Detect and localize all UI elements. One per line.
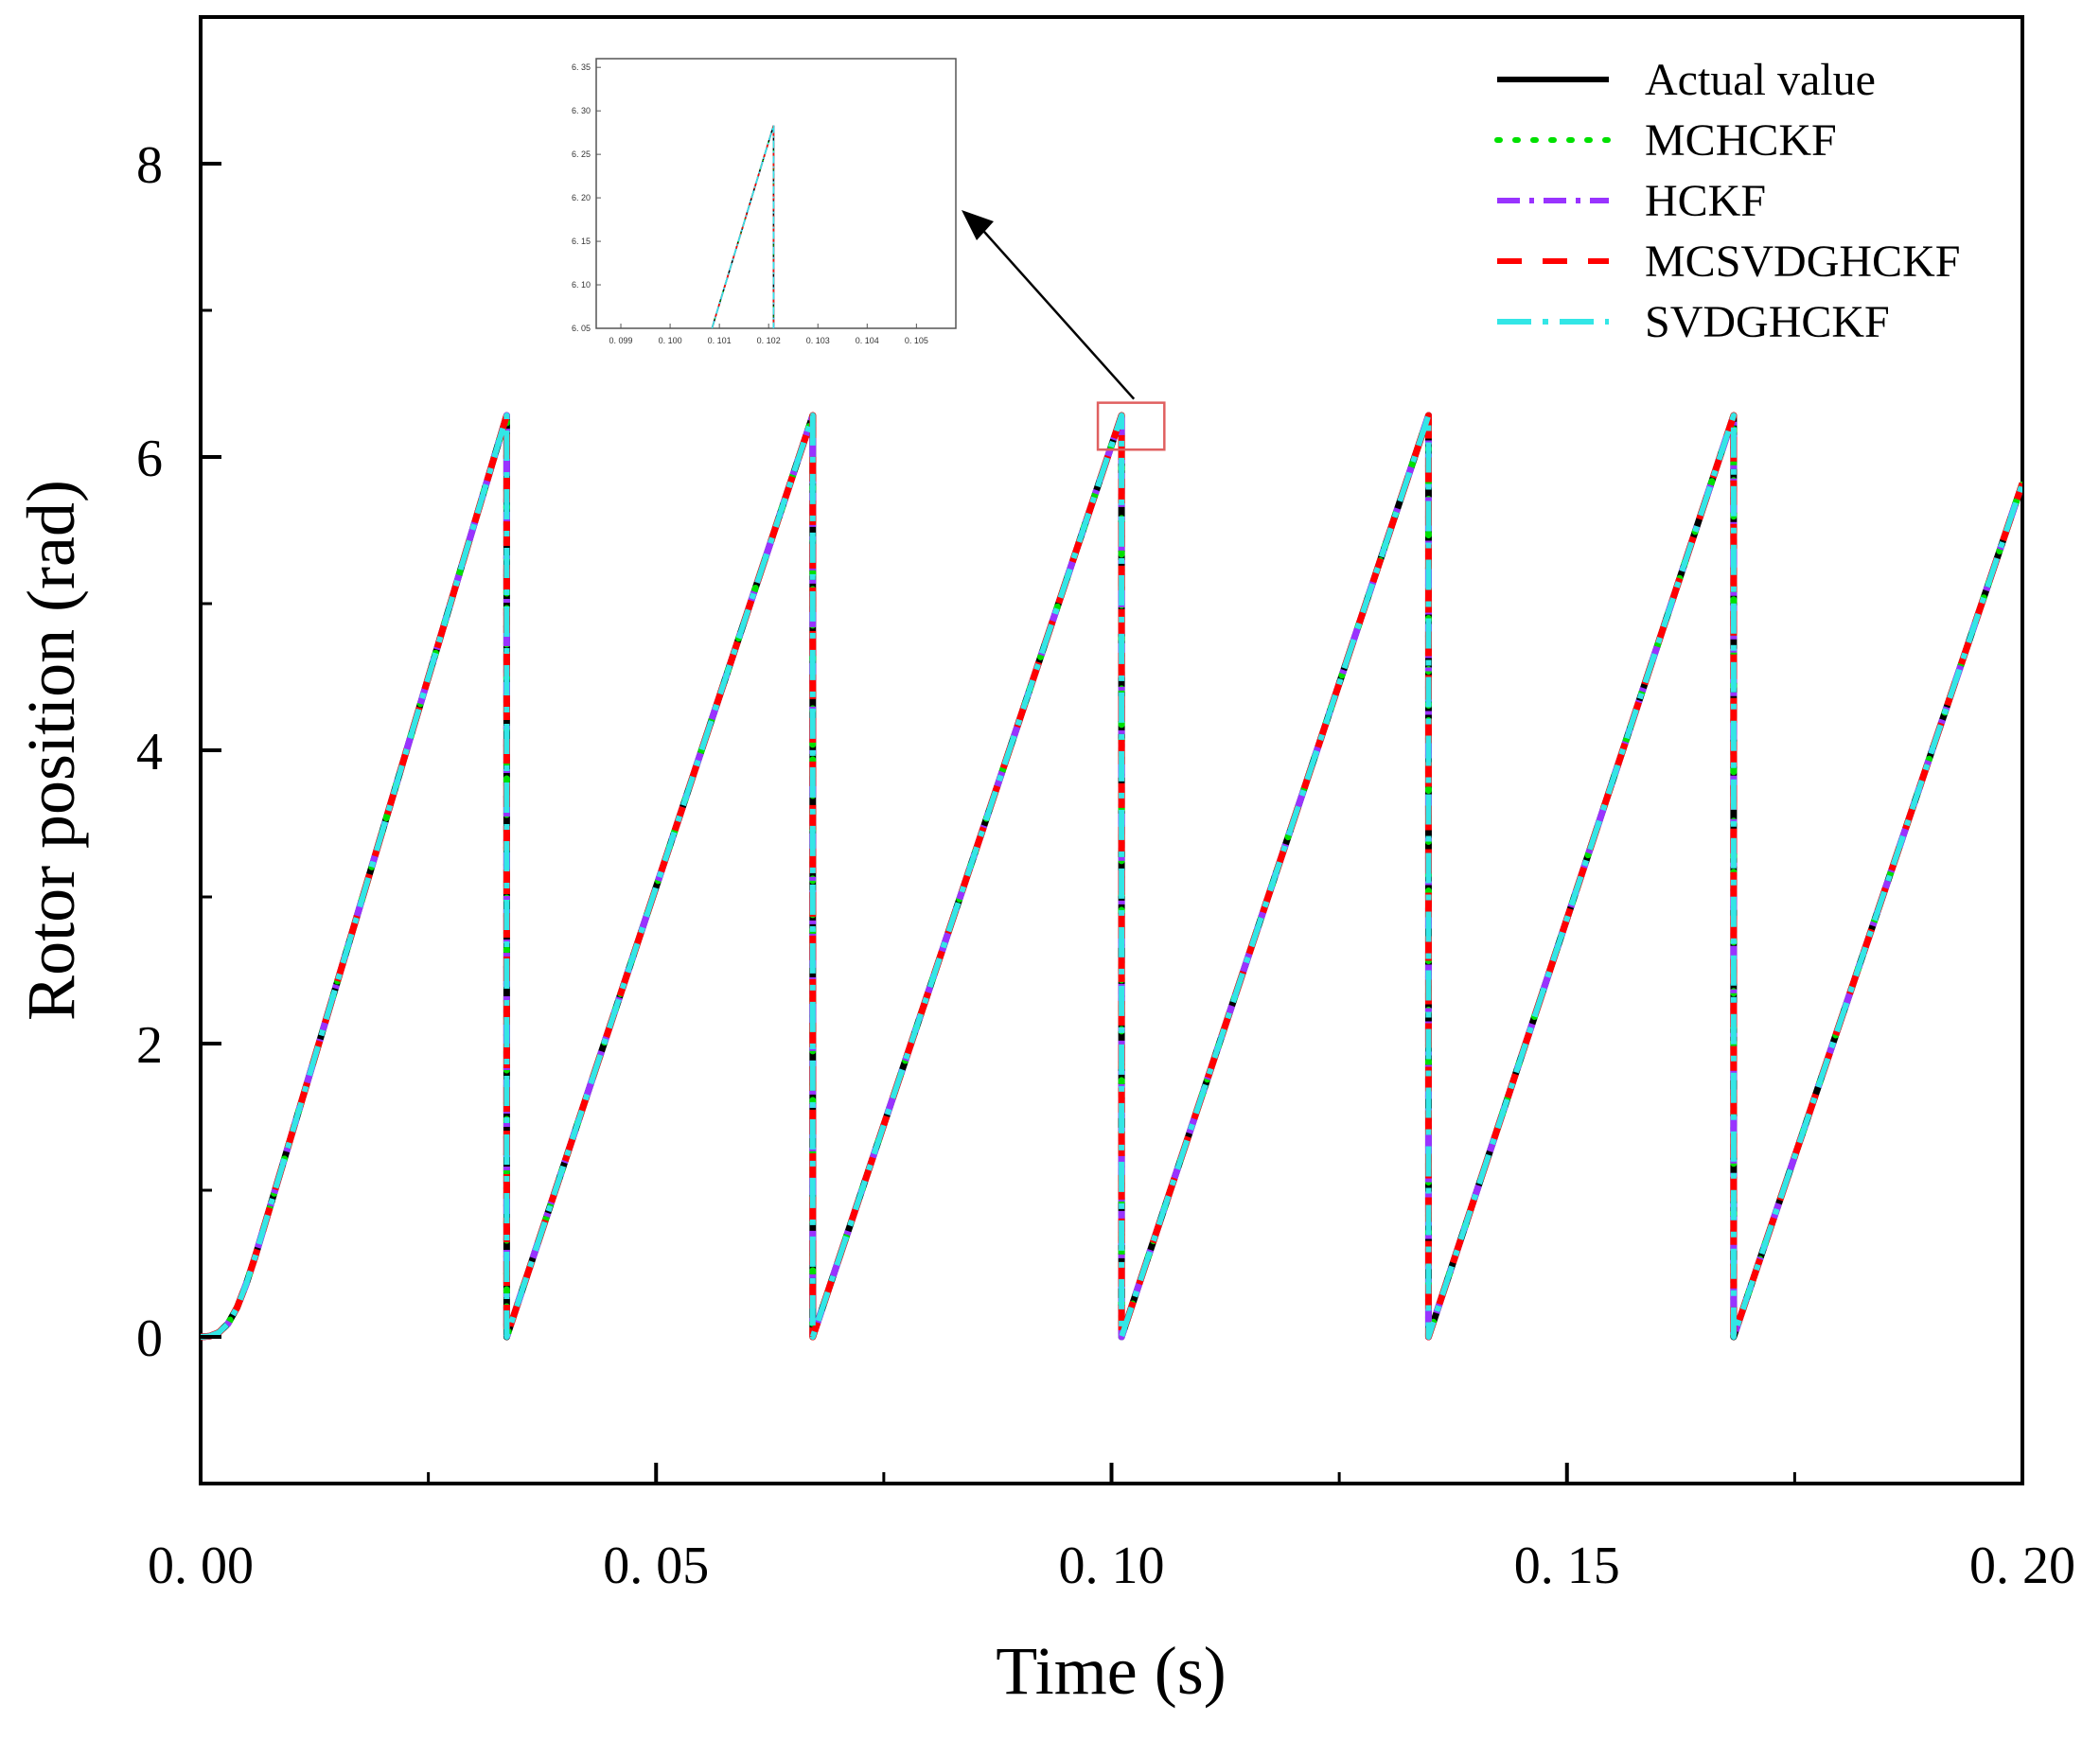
x-tick-label: 0. 05 bbox=[603, 1537, 709, 1595]
y-tick-label: 0 bbox=[136, 1309, 163, 1368]
series-layer bbox=[201, 412, 2022, 1341]
inset-y-tick-label: 6. 20 bbox=[572, 193, 591, 202]
legend: Actual value MCHCKF HCKF MCSVDGHCKF SVDG… bbox=[1494, 55, 1960, 347]
legend-label-actual-value: Actual value bbox=[1645, 55, 1876, 105]
series-line-mchckf bbox=[201, 412, 2022, 1341]
inset-y-tick-label: 6. 25 bbox=[572, 149, 591, 159]
inset-y-tick-label: 6. 30 bbox=[572, 106, 591, 115]
y-tick-label: 2 bbox=[136, 1016, 163, 1075]
series-line-svdghckf bbox=[201, 413, 2022, 1340]
tick-layer bbox=[199, 15, 2024, 1485]
x-tick-label: 0. 00 bbox=[148, 1537, 254, 1595]
inset-y-tick-label: 6. 10 bbox=[572, 280, 591, 290]
zoom-arrow-line bbox=[976, 222, 1136, 400]
inset-tick-layer: 0. 099 0. 100 0. 101 0. 102 0. 103 0. 104 0. 1… bbox=[572, 62, 928, 345]
inset-plot: 0. 099 0. 100 0. 101 0. 102 0. 103 0. 104 0. 1… bbox=[572, 58, 957, 345]
x-tick-label: 0. 20 bbox=[1969, 1537, 2075, 1595]
inset-series-line-svdghckf bbox=[711, 125, 775, 328]
inset-x-tick-label: 0. 104 bbox=[856, 336, 879, 345]
series-line-mcsvdghckf bbox=[201, 412, 2022, 1341]
inset-y-tick-label: 6. 05 bbox=[572, 324, 591, 333]
inset-x-tick-label: 0. 101 bbox=[708, 336, 732, 345]
tick-label-layer: 0. 00 0. 05 0. 10 0. 15 0. 20 0 2 4 6 8 bbox=[136, 136, 2075, 1595]
x-tick-label: 0. 10 bbox=[1059, 1537, 1165, 1595]
legend-label-svdghckf: SVDGHCKF bbox=[1645, 297, 1890, 347]
y-tick-label: 8 bbox=[136, 136, 163, 195]
legend-label-mcsvdghckf: MCSVDGHCKF bbox=[1645, 237, 1960, 287]
inset-frame bbox=[595, 58, 957, 329]
y-tick-label: 6 bbox=[136, 430, 163, 488]
inset-x-tick-label: 0. 105 bbox=[905, 336, 928, 345]
zoom-arrow-head bbox=[962, 210, 994, 240]
inset-y-tick-label: 6. 15 bbox=[572, 237, 591, 246]
y-axis-title: Rotor position (rad) bbox=[13, 480, 89, 1021]
x-tick-label: 0. 15 bbox=[1514, 1537, 1620, 1595]
series-line-hckf bbox=[201, 412, 2022, 1341]
inset-series-layer bbox=[711, 125, 775, 328]
inset-x-tick-label: 0. 102 bbox=[757, 336, 781, 345]
y-tick-label: 4 bbox=[136, 723, 163, 782]
annotation-layer bbox=[962, 210, 1166, 451]
series-line-actual-value bbox=[201, 412, 2022, 1341]
legend-label-mchckf: MCHCKF bbox=[1645, 115, 1837, 166]
x-axis-title: Time (s) bbox=[996, 1633, 1226, 1709]
inset-x-tick-label: 0. 099 bbox=[609, 336, 633, 345]
inset-x-tick-label: 0. 103 bbox=[806, 336, 830, 345]
legend-label-hckf: HCKF bbox=[1645, 176, 1766, 226]
inset-x-tick-label: 0. 100 bbox=[659, 336, 682, 345]
inset-y-tick-label: 6. 35 bbox=[572, 62, 591, 72]
zoom-box bbox=[1096, 401, 1166, 451]
